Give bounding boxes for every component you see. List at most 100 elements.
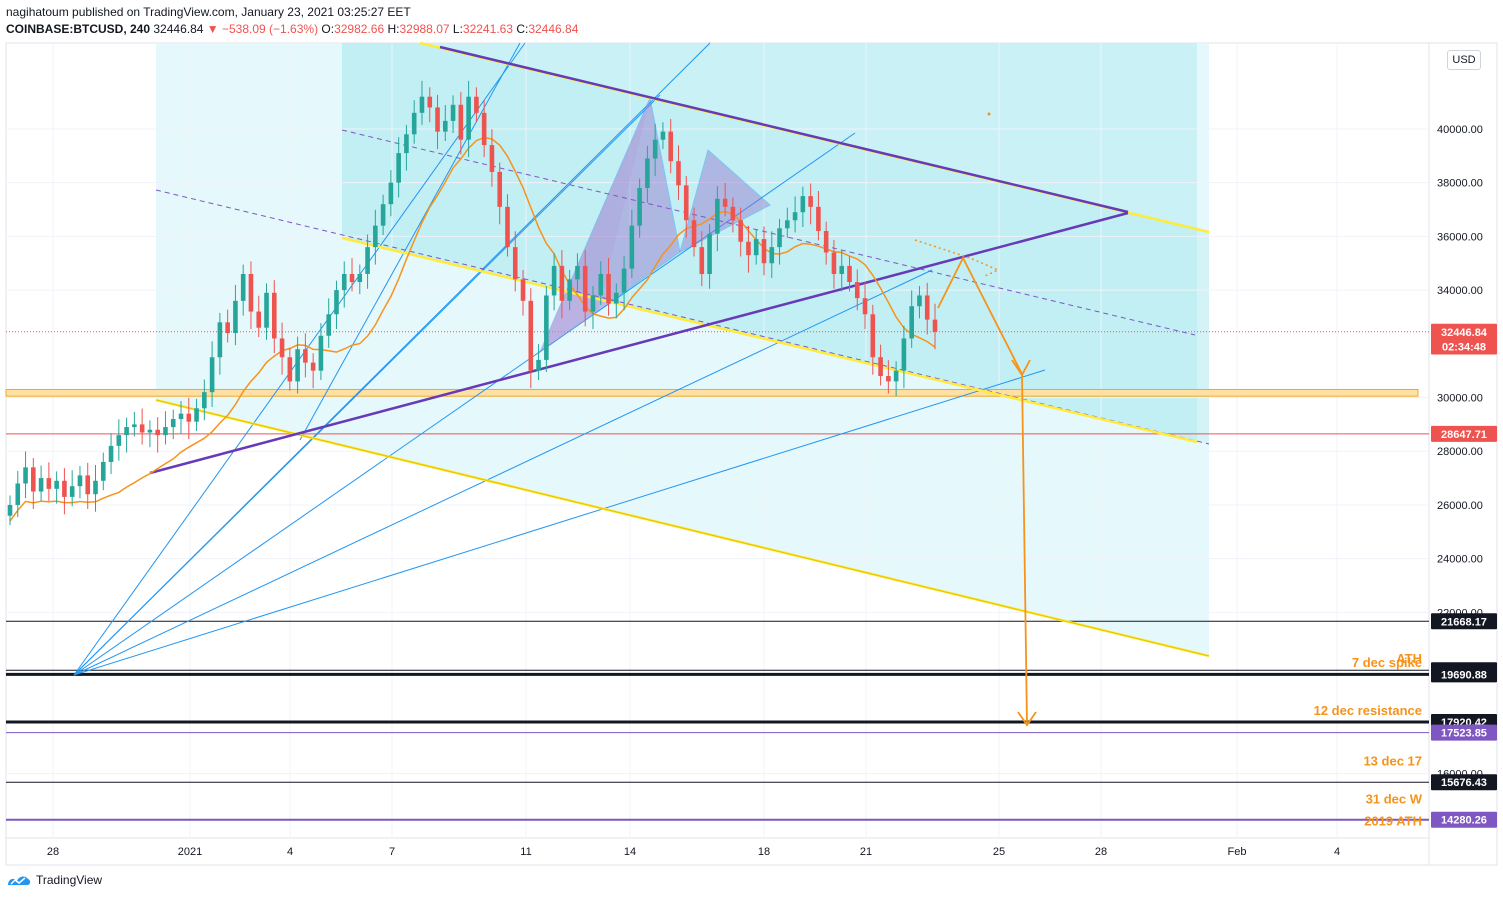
candle-body bbox=[132, 424, 137, 428]
candle-body bbox=[217, 322, 223, 358]
close-value: 32446.84 bbox=[528, 22, 579, 36]
candle-body bbox=[847, 265, 852, 283]
candle-body bbox=[334, 290, 339, 315]
candle-body bbox=[497, 171, 503, 207]
annotation-label: 2019 ATH bbox=[1364, 814, 1422, 829]
candle-body bbox=[31, 467, 36, 492]
moving-average-line bbox=[9, 136, 936, 522]
candle-body bbox=[691, 220, 697, 248]
candle-body bbox=[831, 252, 837, 274]
candle-body bbox=[505, 206, 510, 248]
candle-body bbox=[287, 357, 293, 382]
fib-fan-lines bbox=[73, 42, 1046, 676]
y-tick-label: 28000.00 bbox=[1437, 446, 1483, 458]
prediction-zone-inner bbox=[342, 43, 1197, 442]
price-badge-label: 19690.88 bbox=[1441, 669, 1487, 681]
candle-body bbox=[450, 104, 456, 121]
y-tick-label: 34000.00 bbox=[1437, 285, 1483, 297]
candle-body bbox=[225, 322, 230, 334]
candle-body bbox=[598, 273, 604, 296]
candle-body bbox=[170, 419, 176, 428]
candle-body bbox=[559, 265, 565, 301]
candle-body bbox=[108, 445, 114, 462]
candle-body bbox=[683, 185, 689, 221]
candle-body bbox=[85, 475, 91, 495]
candle-body bbox=[645, 158, 650, 189]
candle-body bbox=[886, 376, 891, 382]
candle-body bbox=[365, 247, 370, 274]
candle-body bbox=[147, 429, 153, 433]
candle-body bbox=[551, 265, 557, 296]
candle-body bbox=[419, 96, 425, 113]
candle-body bbox=[373, 225, 378, 248]
x-tick-label: 28 bbox=[47, 846, 59, 858]
purple-resistance-line bbox=[439, 45, 1129, 214]
channel-midline-1 bbox=[341, 129, 1196, 336]
annotation-label: 31 dec W bbox=[1366, 792, 1423, 807]
candle-body bbox=[388, 182, 394, 205]
price-badge-label: 28647.71 bbox=[1441, 429, 1487, 441]
candle-body bbox=[62, 480, 67, 497]
currency-selector[interactable]: USD bbox=[1447, 50, 1481, 70]
symbol-name[interactable]: COINBASE:BTCUSD, 240 bbox=[6, 22, 151, 36]
yellow-channel-edge bbox=[155, 399, 1210, 657]
x-tick-label: 11 bbox=[520, 846, 531, 858]
x-tick-label: 28 bbox=[1095, 846, 1107, 858]
candle-body bbox=[652, 139, 658, 159]
x-tick-label: 4 bbox=[287, 846, 293, 858]
candle-body bbox=[100, 461, 106, 481]
candle-body bbox=[520, 279, 526, 301]
candle-body bbox=[909, 306, 914, 339]
candle-body bbox=[256, 311, 262, 328]
open-value: 32982.66 bbox=[334, 22, 385, 36]
candle-body bbox=[209, 357, 215, 393]
candle-body bbox=[730, 206, 736, 221]
candle-body bbox=[932, 319, 938, 332]
candle-body bbox=[23, 467, 28, 484]
candle-body bbox=[38, 478, 44, 492]
candle-body bbox=[621, 268, 627, 293]
candle-body bbox=[458, 104, 464, 140]
open-label: O: bbox=[321, 22, 335, 36]
candle-body bbox=[606, 273, 611, 304]
candle-body bbox=[178, 413, 184, 420]
candle-body bbox=[489, 145, 495, 172]
price-axis: 16000.0022000.0024000.0026000.0028000.00… bbox=[1437, 124, 1483, 781]
price-badge-label: 32446.84 bbox=[1441, 327, 1488, 339]
candle-body bbox=[792, 212, 798, 221]
price-badge-label: 02:34:48 bbox=[1442, 341, 1486, 353]
candle-body bbox=[481, 112, 487, 146]
candle-body bbox=[411, 112, 417, 135]
candle-body bbox=[637, 188, 642, 226]
candle-body bbox=[318, 335, 324, 371]
candle-body bbox=[676, 161, 681, 186]
candle-body bbox=[194, 408, 199, 422]
candle-body bbox=[761, 239, 767, 264]
candle-body bbox=[660, 131, 666, 140]
candle-body bbox=[240, 273, 246, 301]
x-tick-label: 4 bbox=[1334, 846, 1340, 858]
marker-dot bbox=[987, 112, 991, 116]
symbol-ohlc-line: COINBASE:BTCUSD, 240 32446.84 ▼ −538.09 … bbox=[6, 22, 578, 36]
support-zone bbox=[5, 388, 1419, 397]
candle-body bbox=[567, 279, 572, 301]
x-tick-label: 25 bbox=[993, 846, 1005, 858]
price-badge bbox=[1431, 425, 1497, 442]
price-badge-label: 17523.85 bbox=[1441, 728, 1487, 740]
low-value: 32241.63 bbox=[462, 22, 513, 36]
price-badge bbox=[1431, 613, 1497, 630]
candle-body bbox=[917, 295, 922, 307]
x-tick-label: 7 bbox=[389, 846, 395, 858]
candle-body bbox=[614, 292, 619, 304]
price-badge bbox=[1431, 323, 1497, 340]
y-tick-label: 24000.00 bbox=[1437, 554, 1483, 566]
candle-body bbox=[69, 486, 75, 497]
candle-body bbox=[823, 231, 829, 253]
candle-body bbox=[116, 435, 122, 446]
price-badge-label: 15676.43 bbox=[1441, 777, 1487, 789]
annotation-label: 7 dec spike bbox=[1352, 655, 1422, 670]
candle-body bbox=[404, 134, 409, 154]
high-value: 32988.07 bbox=[399, 22, 450, 36]
